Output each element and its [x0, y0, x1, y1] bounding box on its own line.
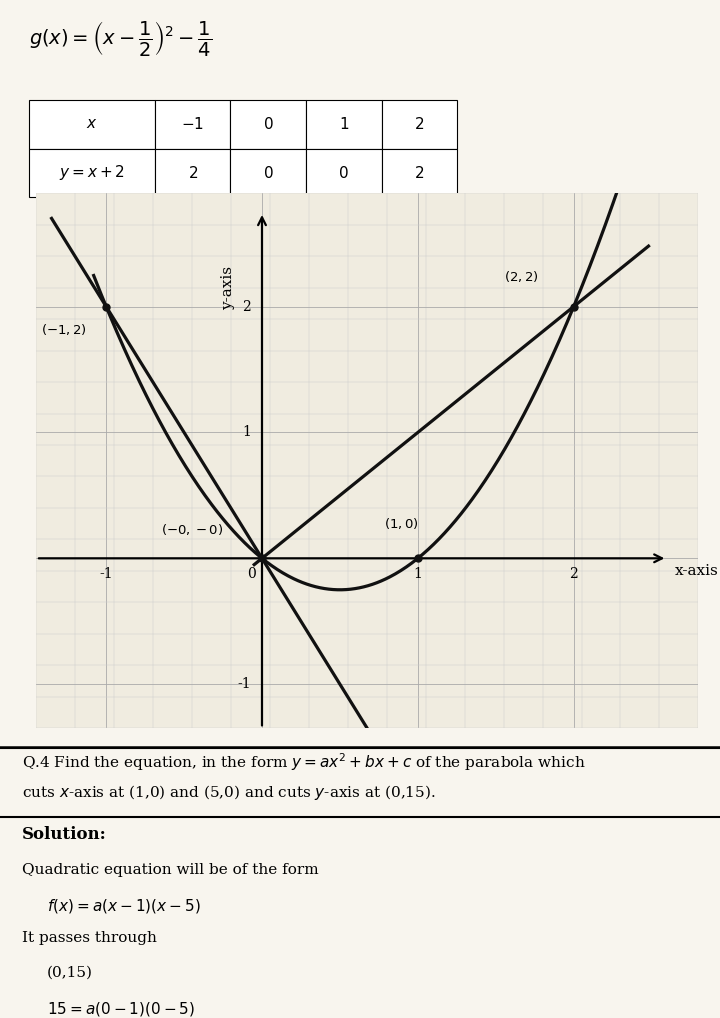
- Text: $2$: $2$: [187, 165, 198, 181]
- Text: Solution:: Solution:: [22, 826, 107, 843]
- Text: Quadratic equation will be of the form: Quadratic equation will be of the form: [22, 862, 318, 876]
- Bar: [155, 101, 230, 149]
- Bar: [155, 149, 230, 196]
- Text: $x$: $x$: [86, 117, 98, 131]
- Text: It passes through: It passes through: [22, 931, 156, 946]
- Text: $f(x) = a(x - 1)(x - 5)$: $f(x) = a(x - 1)(x - 5)$: [47, 897, 200, 915]
- Text: Q.4 Find the equation, in the form $y = ax^2 + bx + c$ of the parabola which: Q.4 Find the equation, in the form $y = …: [22, 751, 585, 773]
- Text: $0$: $0$: [263, 116, 274, 132]
- Text: $g(x) = \left(x - \dfrac{1}{2}\right)^2 - \dfrac{1}{4}$: $g(x) = \left(x - \dfrac{1}{2}\right)^2 …: [29, 18, 212, 58]
- Text: (0,15): (0,15): [47, 966, 93, 979]
- Text: $0$: $0$: [338, 165, 349, 181]
- Bar: [382, 101, 457, 149]
- Bar: [230, 149, 306, 196]
- Bar: [382, 149, 457, 196]
- Text: $y = x + 2$: $y = x + 2$: [59, 163, 125, 182]
- Bar: [230, 101, 306, 149]
- Text: $15 = a(0 - 1)(0 - 5)$: $15 = a(0 - 1)(0 - 5)$: [47, 1000, 195, 1018]
- Text: $2$: $2$: [414, 116, 425, 132]
- Text: cuts $x$-axis at (1,0) and (5,0) and cuts $y$-axis at (0,15).: cuts $x$-axis at (1,0) and (5,0) and cut…: [22, 783, 435, 802]
- Text: $1$: $1$: [338, 116, 349, 132]
- Bar: [306, 149, 382, 196]
- Text: $2$: $2$: [414, 165, 425, 181]
- Bar: [29, 149, 155, 196]
- Bar: [29, 101, 155, 149]
- Text: $0$: $0$: [263, 165, 274, 181]
- Bar: [306, 101, 382, 149]
- Text: $-1$: $-1$: [181, 116, 204, 132]
